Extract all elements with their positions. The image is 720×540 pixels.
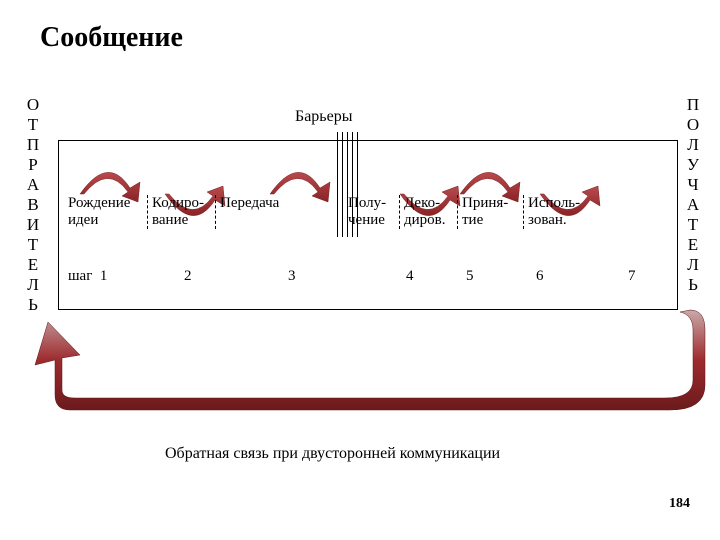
sender-vertical-label: ОТПРАВИТЕЛЬ bbox=[24, 95, 42, 315]
step-number: 5 bbox=[466, 268, 474, 285]
stage-label: Рождениеидеи bbox=[68, 195, 148, 229]
stage-row: РождениеидеиКодиро-ваниеПередача Полу-чен… bbox=[68, 195, 672, 229]
stage-label: Кодиро-вание bbox=[148, 195, 216, 229]
barriers-label: Барьеры bbox=[295, 108, 352, 126]
stage-label: Деко-диров. bbox=[400, 195, 458, 229]
step-label: шаг 1 bbox=[68, 268, 107, 285]
step-number: 3 bbox=[288, 268, 296, 285]
stage-label: Передача bbox=[216, 195, 322, 229]
feedback-label: Обратная связь при двусторонней коммуник… bbox=[165, 445, 500, 463]
page-title: Сообщение bbox=[40, 22, 183, 54]
feedback-arrow bbox=[0, 300, 720, 440]
page-number: 184 bbox=[669, 496, 690, 512]
stage-label: Исполь-зован. bbox=[524, 195, 596, 229]
step-number: 6 bbox=[536, 268, 544, 285]
stage-label: Приня-тие bbox=[458, 195, 524, 229]
receiver-vertical-label: ПОЛУЧАТЕЛЬ bbox=[684, 95, 702, 295]
step-number: 7 bbox=[628, 268, 636, 285]
stage-label: Полу-чение bbox=[344, 195, 400, 229]
step-number: 4 bbox=[406, 268, 414, 285]
step-number: 2 bbox=[184, 268, 192, 285]
